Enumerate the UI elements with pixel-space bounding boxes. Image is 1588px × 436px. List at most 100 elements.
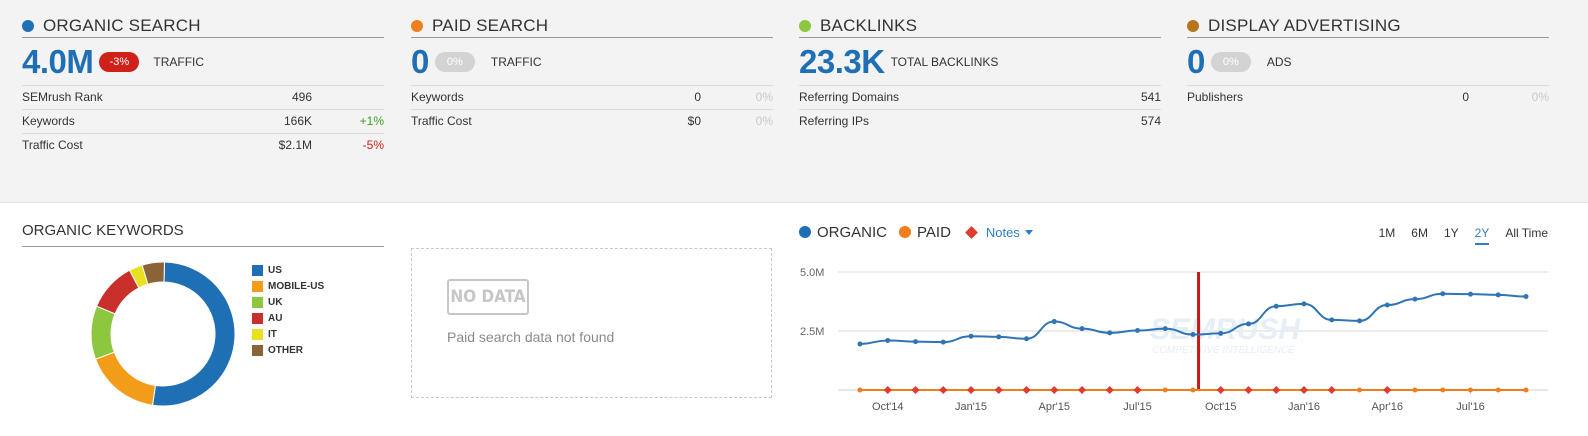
data-point-organic[interactable] (1440, 291, 1446, 297)
note-diamond-icon[interactable] (1078, 386, 1086, 394)
organic-search-header[interactable]: ORGANIC SEARCH (22, 14, 384, 38)
data-point-paid[interactable] (1412, 387, 1418, 393)
legend-item-other[interactable]: OTHER (252, 342, 324, 358)
paid-search-title[interactable]: PAID SEARCH (432, 15, 549, 35)
data-point-organic[interactable] (913, 339, 918, 345)
organic-traffic-value[interactable]: 4.0M (22, 42, 94, 80)
data-point-organic[interactable] (1246, 321, 1251, 327)
paid-traffic-value[interactable]: 0 (411, 42, 429, 80)
metric-value[interactable]: 0 (694, 90, 701, 104)
note-diamond-icon[interactable] (939, 386, 948, 394)
legend-item-us[interactable]: US (252, 262, 324, 278)
data-point-paid[interactable] (1190, 387, 1196, 393)
note-diamond-icon[interactable] (1022, 386, 1031, 394)
organic-search-title[interactable]: ORGANIC SEARCH (43, 15, 201, 35)
note-diamond-icon[interactable] (994, 386, 1003, 394)
paid-search-header[interactable]: PAID SEARCH (411, 14, 773, 38)
note-diamond-icon[interactable] (1244, 386, 1253, 394)
note-diamond-icon[interactable] (967, 386, 975, 394)
total-backlinks-value[interactable]: 23.3K (799, 42, 885, 80)
range-1y[interactable]: 1Y (1443, 226, 1459, 240)
data-point-organic[interactable] (1218, 330, 1224, 336)
display-advertising-header[interactable]: DISPLAY ADVERTISING (1187, 14, 1549, 38)
range-1m[interactable]: 1M (1378, 226, 1396, 240)
legend-item-uk[interactable]: UK (252, 294, 324, 310)
data-point-paid[interactable] (1495, 387, 1501, 393)
note-diamond-icon[interactable] (911, 386, 920, 394)
legend-item-mobile-us[interactable]: MOBILE-US (252, 278, 324, 294)
data-point-organic[interactable] (1190, 332, 1196, 338)
metric-value[interactable]: 0 (1462, 90, 1469, 104)
metric-value[interactable]: 574 (1140, 114, 1161, 128)
range-all-time[interactable]: All Time (1505, 226, 1548, 240)
organic-keywords-donut (90, 261, 236, 407)
donut-slice-us[interactable] (151, 261, 236, 407)
metric-value[interactable]: $2.1M (278, 138, 312, 152)
data-point-organic[interactable] (996, 334, 1002, 340)
note-diamond-icon[interactable] (1300, 386, 1308, 394)
data-point-organic[interactable] (1384, 302, 1390, 308)
backlinks-row-ips: Referring IPs 574 (799, 110, 1161, 134)
note-diamond-icon[interactable] (1272, 386, 1281, 394)
legend-swatch (252, 328, 263, 340)
data-point-organic[interactable] (885, 337, 891, 343)
notes-dropdown[interactable]: Notes (963, 225, 1033, 240)
data-point-organic[interactable] (940, 339, 946, 345)
note-diamond-icon[interactable] (1050, 386, 1059, 394)
data-point-organic[interactable] (1329, 317, 1335, 323)
range-2y[interactable]: 2Y (1474, 226, 1490, 245)
donut-slice-other[interactable] (141, 261, 165, 285)
donut-slice-mobile-us[interactable] (94, 351, 157, 406)
display-advertising-title[interactable]: DISPLAY ADVERTISING (1208, 15, 1401, 35)
donut-slice-uk[interactable] (90, 305, 116, 360)
data-point-organic[interactable] (857, 341, 863, 347)
paid-row-keywords: Keywords 0 0% (411, 86, 773, 110)
data-point-organic[interactable] (1468, 291, 1473, 297)
backlinks-title[interactable]: BACKLINKS (820, 15, 918, 35)
data-point-paid[interactable] (1440, 387, 1446, 393)
note-diamond-icon[interactable] (1105, 386, 1114, 394)
note-diamond-icon[interactable] (1133, 386, 1142, 394)
data-point-organic[interactable] (1357, 318, 1362, 324)
metric-label: Referring IPs (799, 114, 870, 128)
metric-value[interactable]: 496 (291, 90, 312, 104)
data-point-organic[interactable] (1301, 301, 1307, 307)
backlinks-panel: BACKLINKS 23.3K TOTAL BACKLINKS Referrin… (799, 14, 1161, 134)
paid-dot-icon (899, 226, 912, 238)
data-point-organic[interactable] (1495, 292, 1501, 298)
data-point-paid[interactable] (1523, 387, 1529, 393)
x-tick-label: Jan'15 (955, 401, 987, 413)
legend-organic[interactable]: ORGANIC (799, 224, 887, 241)
legend-organic-label: ORGANIC (817, 223, 888, 241)
data-point-organic[interactable] (1273, 303, 1279, 309)
data-point-organic[interactable] (1107, 330, 1113, 336)
range-6m[interactable]: 6M (1411, 226, 1428, 240)
data-point-organic[interactable] (1162, 326, 1168, 332)
data-point-organic[interactable] (1079, 326, 1085, 332)
backlinks-dot-icon (799, 19, 811, 32)
data-point-organic[interactable] (1523, 294, 1529, 300)
data-point-organic[interactable] (1412, 296, 1418, 302)
note-diamond-icon[interactable] (1327, 386, 1336, 394)
note-diamond-icon[interactable] (1216, 386, 1225, 394)
data-point-organic[interactable] (1051, 319, 1057, 325)
data-point-paid[interactable] (1357, 387, 1362, 393)
data-point-organic[interactable] (1135, 328, 1140, 334)
metric-value[interactable]: 166K (283, 114, 312, 128)
data-point-organic[interactable] (1024, 336, 1029, 342)
metric-value[interactable]: 541 (1140, 90, 1161, 104)
paid-search-panel: PAID SEARCH 0 0% TRAFFIC Keywords 0 0% T… (411, 14, 773, 134)
data-point-paid[interactable] (857, 387, 863, 393)
data-point-organic[interactable] (968, 333, 974, 339)
ads-value[interactable]: 0 (1187, 42, 1205, 80)
legend-paid[interactable]: PAID (899, 224, 951, 241)
data-point-paid[interactable] (1162, 387, 1168, 393)
legend-item-it[interactable]: IT (252, 326, 324, 342)
legend-item-au[interactable]: AU (252, 310, 324, 326)
legend-label: UK (268, 296, 283, 308)
note-diamond-icon[interactable] (1383, 386, 1392, 394)
note-diamond-icon[interactable] (883, 386, 892, 394)
backlinks-header[interactable]: BACKLINKS (799, 14, 1161, 38)
data-point-paid[interactable] (1468, 387, 1473, 393)
metric-value[interactable]: $0 (687, 114, 701, 128)
